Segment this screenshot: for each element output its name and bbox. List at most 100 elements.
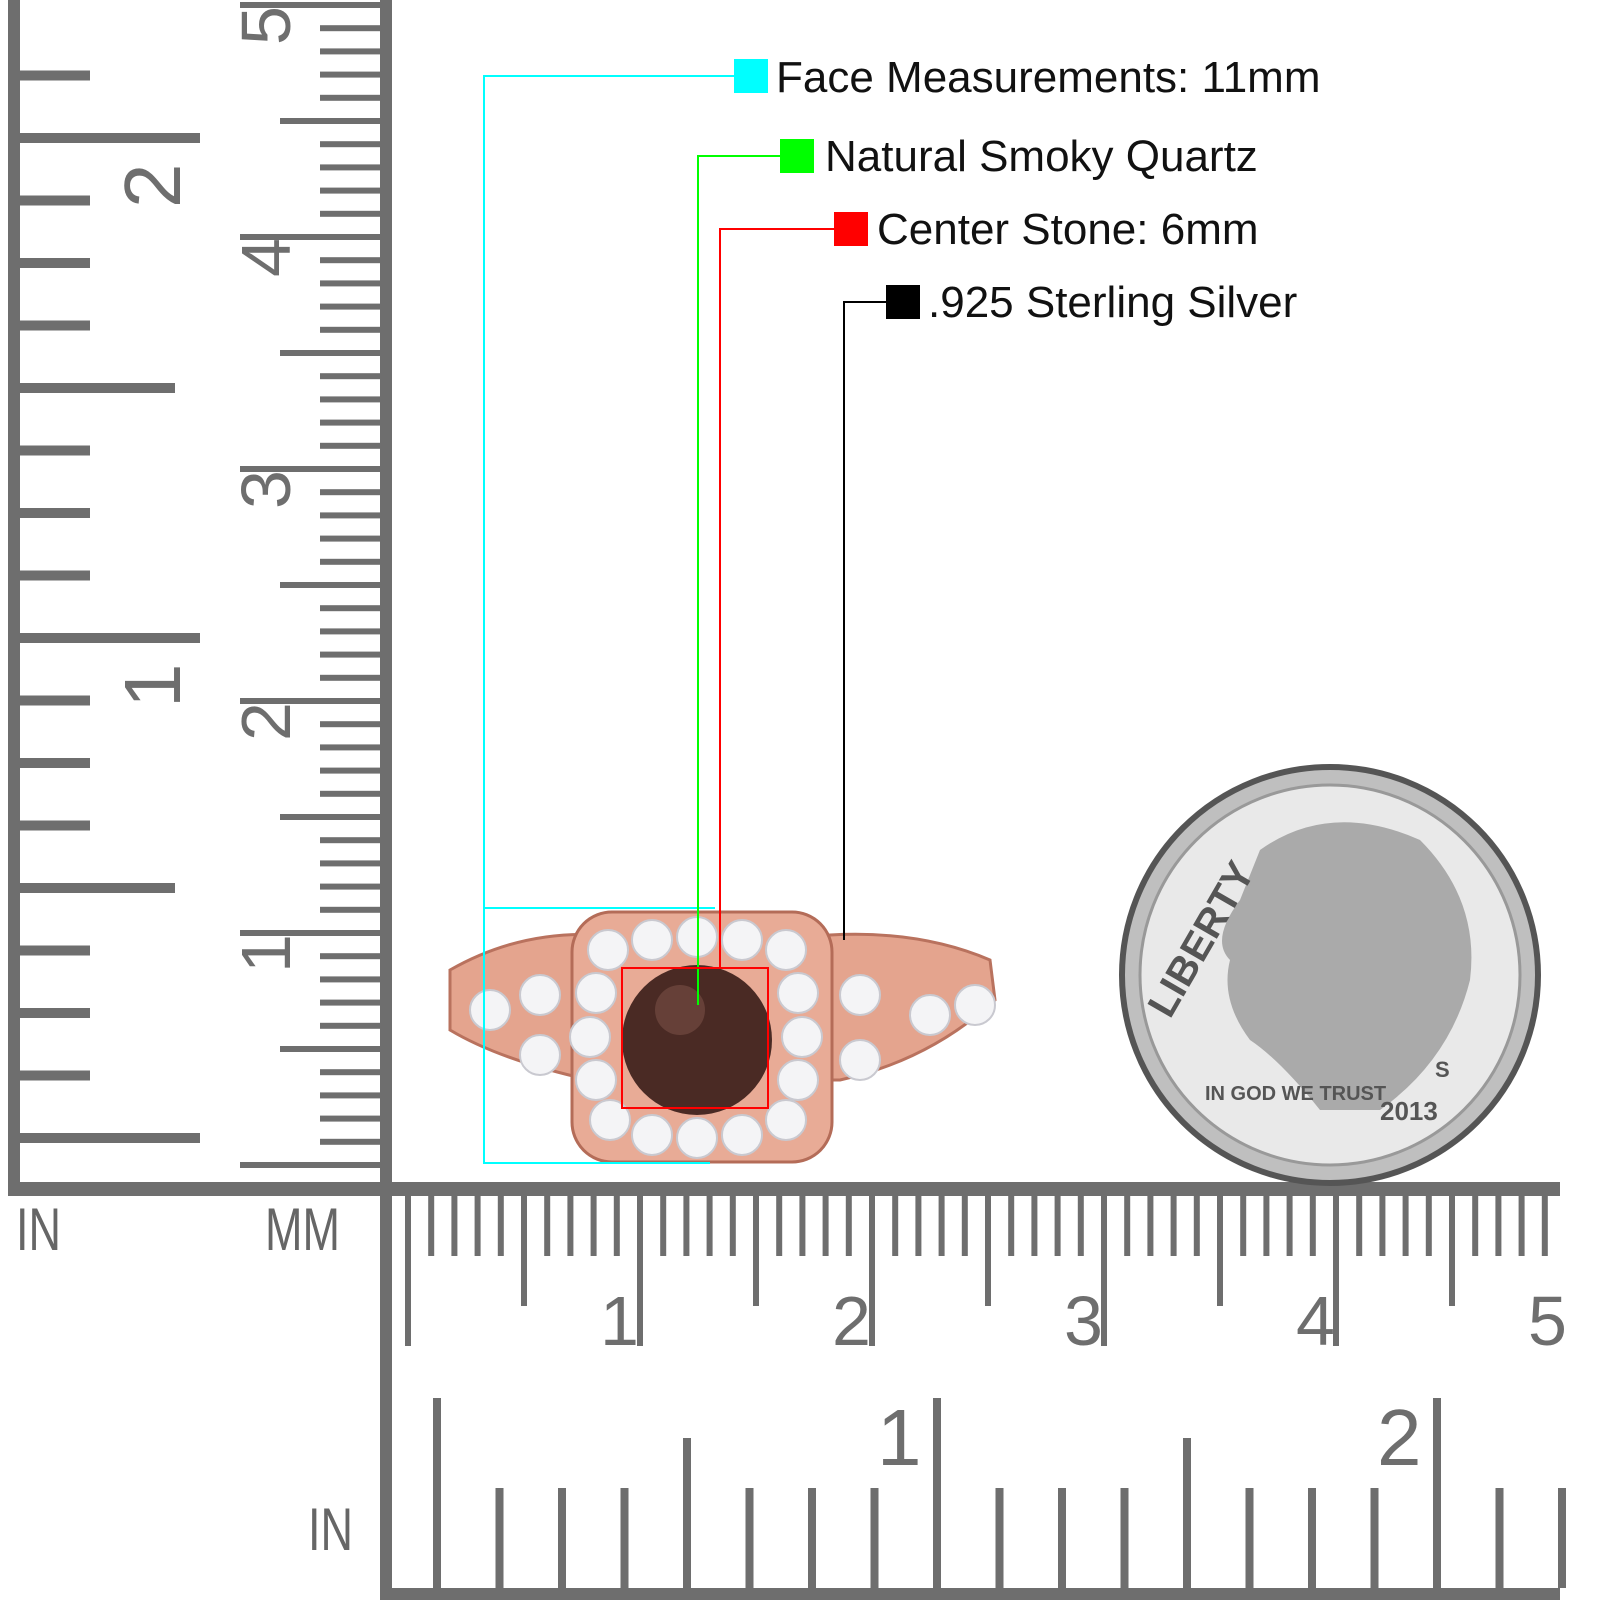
mm-tick: [544, 1196, 551, 1256]
mm-tick: [660, 1196, 667, 1256]
mm-tick: [280, 350, 380, 356]
inch-tick: [10, 1133, 200, 1143]
mm-tick: [1193, 1196, 1200, 1256]
mm-tick: [799, 1196, 806, 1256]
mm-tick: [320, 860, 380, 867]
accent-stone: [631, 919, 673, 961]
inch-tick: [10, 633, 200, 643]
coin-motto: IN GOD WE TRUST: [1205, 1083, 1386, 1105]
mm-tick: [892, 1196, 899, 1256]
inch-tick: [558, 1488, 566, 1588]
inch-tick: [620, 1488, 629, 1588]
inch-tick: [870, 1488, 879, 1588]
inch-tick: [10, 883, 175, 893]
mm-tick: [1495, 1196, 1502, 1256]
accent-stone: [569, 1016, 611, 1058]
ruler-edge: [8, 0, 20, 1195]
accent-stone: [781, 1016, 823, 1058]
mm-tick: [915, 1196, 922, 1256]
accent-stone: [765, 929, 807, 971]
inch-number: 1: [108, 664, 197, 709]
accent-stone: [469, 989, 511, 1031]
inch-tick: [933, 1398, 941, 1588]
mm-tick: [1240, 1196, 1247, 1256]
mm-tick: [320, 837, 380, 844]
mm-tick: [320, 187, 380, 194]
mm-tick: [320, 558, 380, 565]
mm-tick: [320, 744, 380, 751]
mm-tick: [1077, 1196, 1084, 1256]
inch-tick: [683, 1438, 691, 1588]
mm-number: 5: [227, 6, 305, 45]
mm-tick: [776, 1196, 783, 1256]
mm-tick: [451, 1196, 458, 1256]
inch-tick: [808, 1488, 816, 1588]
mm-number: 1: [227, 934, 305, 973]
inch-tick: [10, 133, 200, 143]
mm-tick: [753, 1196, 759, 1306]
mm-tick: [729, 1196, 736, 1256]
mm-tick: [1170, 1196, 1177, 1256]
inch-tick: [495, 1488, 504, 1588]
mm-tick: [280, 582, 380, 588]
accent-stone: [839, 1039, 881, 1081]
legend-swatch-quartz: [780, 139, 814, 173]
mm-tick: [320, 71, 380, 78]
mm-tick: [320, 210, 380, 217]
mm-tick: [240, 930, 380, 936]
legend-swatch-face: [734, 59, 768, 93]
inch-number: 1: [877, 1393, 922, 1482]
inch-number: 2: [108, 164, 197, 209]
legend-sterling-silver: .925 Sterling Silver: [928, 278, 1298, 327]
mm-tick: [320, 396, 380, 403]
mm-tick: [985, 1196, 991, 1306]
coin-mint: S: [1435, 1057, 1450, 1082]
mm-tick: [1101, 1196, 1107, 1346]
mm-tick: [1309, 1196, 1316, 1256]
mm-tick: [1402, 1196, 1409, 1256]
mm-tick: [869, 1196, 875, 1346]
mm-tick: [1147, 1196, 1154, 1256]
mm-tick: [320, 721, 380, 728]
mm-tick: [240, 1162, 380, 1168]
mm-tick: [822, 1196, 829, 1256]
mm-tick: [280, 118, 380, 124]
mm-tick: [240, 234, 380, 240]
inch-tick: [10, 758, 90, 768]
mm-tick: [320, 906, 380, 913]
mm-tick: [1217, 1196, 1223, 1306]
mm-tick: [320, 25, 380, 32]
mm-tick: [320, 512, 380, 519]
mm-tick: [320, 767, 380, 774]
legend-natural-smoky-quartz: Natural Smoky Quartz: [825, 132, 1258, 181]
inch-tick: [10, 1070, 90, 1081]
inch-tick: [745, 1488, 754, 1588]
mm-tick: [320, 419, 380, 426]
mm-tick: [320, 257, 380, 264]
inch-tick: [1308, 1488, 1316, 1588]
leader-lines: [483, 75, 890, 1164]
mm-number: 3: [227, 470, 305, 509]
mm-tick: [320, 164, 380, 171]
vertical-mm-label: MM: [265, 1196, 340, 1263]
mm-tick: [320, 651, 380, 658]
mm-tick: [320, 883, 380, 890]
mm-tick: [1008, 1196, 1015, 1256]
inch-tick: [10, 695, 90, 706]
accent-stone: [909, 994, 951, 1036]
mm-tick: [497, 1196, 504, 1256]
mm-number: 2: [832, 1282, 871, 1360]
mm-tick: [1031, 1196, 1038, 1256]
ring: [448, 910, 997, 1164]
mm-tick: [320, 1115, 380, 1122]
mm-tick: [320, 280, 380, 287]
legend-center-stone: Center Stone: 6mm: [877, 205, 1259, 254]
mm-tick: [320, 1138, 380, 1145]
accent-stone: [587, 929, 629, 971]
mm-number: 4: [227, 238, 305, 277]
inch-tick: [10, 258, 90, 268]
accent-stone: [589, 1099, 631, 1141]
mm-tick: [1333, 1196, 1339, 1346]
mm-tick: [320, 535, 380, 542]
